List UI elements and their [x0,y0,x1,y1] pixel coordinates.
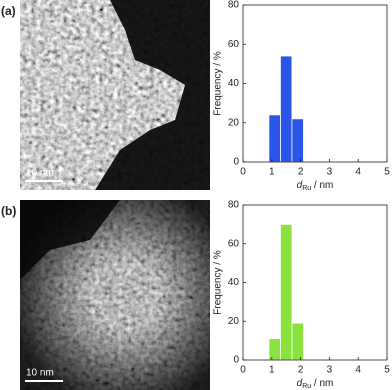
x-tick-label: 5 [384,167,390,178]
x-tick-label: 2 [298,365,304,376]
x-axis-label-subscript: Ru [302,185,311,192]
x-axis-label-symbol: d [297,378,303,389]
y-tick-label: 80 [228,0,240,11]
bar [280,223,293,361]
x-axis-label-unit: / nm [311,180,333,191]
x-tick-label: 1 [269,365,275,376]
x-axis-label-symbol: d [297,180,303,191]
y-tick-label: 40 [228,277,240,288]
x-tick-label: 5 [384,365,390,376]
x-tick-label: 0 [240,365,246,376]
y-tick-label: 20 [228,316,240,327]
x-tick-label: 4 [355,167,361,178]
y-axis-label: Frequency / % [213,51,224,116]
x-axis-label: dRu / nm [297,378,334,390]
y-tick-label: 40 [228,78,240,89]
plot-frame [242,204,388,361]
x-axis-label: dRu / nm [297,180,334,192]
bar [291,118,304,163]
x-axis-label-unit: / nm [311,378,333,389]
bar [280,55,293,163]
x-tick-label: 0 [240,167,246,178]
x-tick-label: 2 [298,167,304,178]
scale-bar-label: 10 nm [26,168,54,179]
y-tick-label: 80 [228,200,240,211]
y-tick-label: 20 [228,117,240,128]
x-axis-label-subscript: Ru [302,383,311,390]
bar [268,114,281,163]
bar [268,338,281,361]
x-tick-label: 3 [327,365,333,376]
plot-frame [242,4,388,163]
bar [291,322,304,361]
x-tick-label: 3 [327,167,333,178]
panel-label: (b) [1,204,16,218]
x-tick-label: 1 [269,167,275,178]
x-tick-label: 4 [355,365,361,376]
y-tick-label: 60 [228,238,240,249]
y-tick-label: 60 [228,39,240,50]
y-tick-label: 0 [233,355,239,366]
y-axis-label: Frequency / % [213,250,224,315]
micrograph-a: 10 nm [20,0,210,190]
micrograph-b: 10 nm [20,200,210,390]
panel-label: (a) [1,4,16,18]
y-tick-label: 0 [233,157,239,168]
scale-bar-label: 10 nm [26,368,54,379]
